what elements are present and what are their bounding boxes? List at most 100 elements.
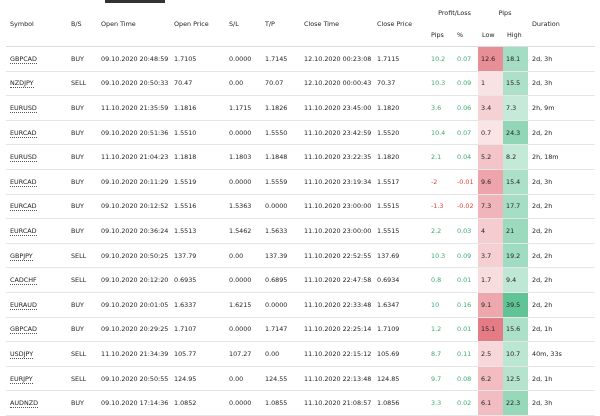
- pips-high-cell: 12.5: [503, 366, 528, 392]
- symbol-cell: GBPCAD: [6, 317, 67, 343]
- symbol-link[interactable]: NZDJPY: [10, 79, 34, 89]
- profit-cell: 0.06: [453, 95, 478, 121]
- symbol-link[interactable]: EURUSD: [10, 103, 37, 113]
- symbol-link[interactable]: GBPJPY: [10, 251, 33, 261]
- symbol-link[interactable]: USDJPY: [10, 349, 34, 359]
- t-p-cell: 0.00: [261, 341, 300, 367]
- duration-cell: 2d, 2h: [528, 120, 595, 146]
- pips-low-cell: 0.7: [478, 120, 503, 146]
- b-s-cell: SELL: [67, 243, 97, 269]
- profit-cell: 10: [427, 292, 453, 318]
- s-l-cell: 0.0000: [225, 390, 261, 416]
- duration-cell: 2d, 1h: [528, 317, 595, 343]
- symbol-link[interactable]: EURAUD: [10, 300, 37, 310]
- trade-row: EURUSD BUY 11.10.2020 21:35:59 1.1816 1.1715…: [6, 95, 595, 121]
- s-l-cell: 1.1715: [225, 95, 261, 121]
- column-header: Open Price: [170, 2, 225, 47]
- symbol-link[interactable]: EURUSD: [10, 153, 37, 163]
- symbol-link[interactable]: GBPCAD: [10, 54, 37, 64]
- trade-row: EURCAD BUY 09.10.2020 20:51:36 1.5510 0.0000…: [6, 120, 595, 146]
- open-time-cell: 09.10.2020 20:12:52: [97, 194, 170, 220]
- symbol-link[interactable]: EURCAD: [10, 128, 37, 138]
- profit-cell: 0.01: [453, 267, 478, 293]
- pips-high-cell: 8.2: [503, 144, 528, 170]
- symbol-cell: USDJPY: [6, 341, 67, 367]
- column-header: Open Time: [97, 2, 170, 47]
- open-price-cell: 1.6337: [170, 292, 225, 318]
- close-time-cell: 11.10.2020 23:00:00: [300, 218, 373, 244]
- profit-cell: 3.6: [427, 95, 453, 121]
- s-l-cell: 0.0000: [225, 317, 261, 343]
- profit-cell: 10.3: [427, 71, 453, 97]
- symbol-link[interactable]: GBPCAD: [10, 325, 37, 335]
- profit-cell: -0.01: [453, 169, 478, 195]
- s-l-cell: 1.1803: [225, 144, 261, 170]
- t-p-cell: 1.5550: [261, 120, 300, 146]
- t-p-cell: 124.55: [261, 366, 300, 392]
- symbol-cell: EURCAD: [6, 194, 67, 220]
- page: Symbol B/S Open Time Open Price S/L T/P Close …: [6, 0, 595, 416]
- open-price-cell: 1.5510: [170, 120, 225, 146]
- pips-high-cell: 18.1: [503, 46, 528, 72]
- b-s-cell: SELL: [67, 71, 97, 97]
- profit-cell: 0.08: [453, 366, 478, 392]
- profit-cell: -2: [427, 169, 453, 195]
- column-header: Close Time: [300, 2, 373, 47]
- open-time-cell: 09.10.2020 20:50:55: [97, 366, 170, 392]
- close-time-cell: 11.10.2020 22:25:14: [300, 317, 373, 343]
- pips-high-cell: 22.3: [503, 390, 528, 416]
- trade-row: GBPCAD BUY 09.10.2020 20:29:25 1.7107 0.0000…: [6, 317, 595, 343]
- close-time-cell: 11.10.2020 23:45:00: [300, 95, 373, 121]
- open-time-cell: 09.10.2020 20:48:59: [97, 46, 170, 72]
- open-time-cell: 11.10.2020 21:35:59: [97, 95, 170, 121]
- close-price-cell: 70.37: [373, 71, 427, 97]
- profit-cell: 0.04: [453, 144, 478, 170]
- pips-low-cell: 3.7: [478, 243, 503, 269]
- pips-high-cell: 9.4: [503, 267, 528, 293]
- trade-row: EURCAD BUY 09.10.2020 20:36:24 1.5513 1.5462…: [6, 218, 595, 244]
- b-s-cell: BUY: [67, 144, 97, 170]
- trade-row: GBPJPY SELL 09.10.2020 20:50:25 137.79 0.00 1…: [6, 243, 595, 269]
- s-l-cell: 1.6215: [225, 292, 261, 318]
- trade-row: GBPCAD BUY 09.10.2020 20:48:59 1.7105 0.0000…: [6, 46, 595, 72]
- open-time-cell: 09.10.2020 20:36:24: [97, 218, 170, 244]
- b-s-cell: SELL: [67, 366, 97, 392]
- trade-row: EURUSD BUY 11.10.2020 21:04:23 1.1818 1.1803…: [6, 144, 595, 170]
- open-time-cell: 09.10.2020 20:50:33: [97, 71, 170, 97]
- pips-high-cell: 7.3: [503, 95, 528, 121]
- pips-low-cell: 1.7: [478, 267, 503, 293]
- symbol-link[interactable]: CADCHF: [10, 276, 37, 286]
- symbol-link[interactable]: EURCAD: [10, 202, 37, 212]
- t-p-cell: 1.1826: [261, 95, 300, 121]
- close-price-cell: 1.5520: [373, 120, 427, 146]
- close-price-cell: 1.5515: [373, 218, 427, 244]
- close-time-cell: 12.10.2020 00:00:43: [300, 71, 373, 97]
- profit-cell: 10.2: [427, 46, 453, 72]
- symbol-link[interactable]: EURJPY: [10, 374, 33, 384]
- open-time-cell: 09.10.2020 20:12:20: [97, 267, 170, 293]
- symbol-link[interactable]: EURCAD: [10, 177, 37, 187]
- b-s-cell: BUY: [67, 292, 97, 318]
- column-group-header: Pips: [498, 9, 512, 17]
- trade-row: CADCHF SELL 09.10.2020 20:12:20 0.6935 0.000…: [6, 267, 595, 293]
- pips-high-cell: 10.7: [503, 341, 528, 367]
- symbol-cell: CADCHF: [6, 267, 67, 293]
- s-l-cell: 0.0000: [225, 46, 261, 72]
- symbol-cell: EURCAD: [6, 218, 67, 244]
- profit-cell: 2.1: [427, 144, 453, 170]
- b-s-cell: SELL: [67, 341, 97, 367]
- profit-cell: 10.4: [427, 120, 453, 146]
- pips-low-cell: 6.1: [478, 390, 503, 416]
- column-header: T/P: [261, 2, 300, 47]
- profit-cell: 3.3: [427, 390, 453, 416]
- close-price-cell: 1.1820: [373, 95, 427, 121]
- close-time-cell: 11.10.2020 21:08:57: [300, 390, 373, 416]
- open-time-cell: 09.10.2020 20:01:05: [97, 292, 170, 318]
- symbol-link[interactable]: AUDNZD: [10, 399, 39, 409]
- close-time-cell: 11.10.2020 22:52:55: [300, 243, 373, 269]
- symbol-link[interactable]: EURCAD: [10, 226, 37, 236]
- trade-row: NZDJPY SELL 09.10.2020 20:50:33 70.47 0.00 70…: [6, 71, 595, 97]
- open-price-cell: 1.5513: [170, 218, 225, 244]
- close-time-cell: 11.10.2020 23:22:35: [300, 144, 373, 170]
- open-price-cell: 1.5519: [170, 169, 225, 195]
